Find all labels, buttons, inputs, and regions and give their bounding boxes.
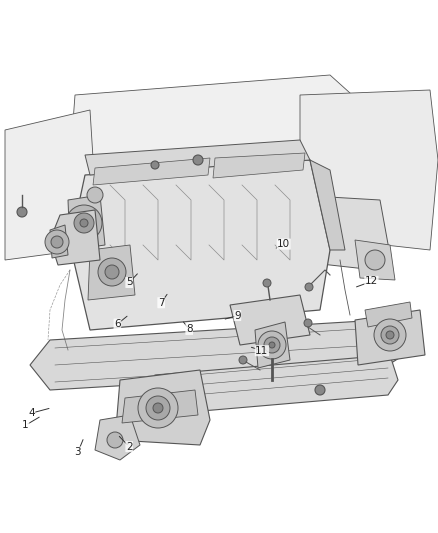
- Circle shape: [74, 213, 94, 233]
- Circle shape: [80, 219, 88, 227]
- Polygon shape: [93, 158, 210, 185]
- Text: 7: 7: [158, 298, 165, 308]
- Text: 6: 6: [114, 319, 121, 329]
- Circle shape: [66, 205, 102, 241]
- Circle shape: [193, 155, 203, 165]
- Polygon shape: [88, 245, 135, 300]
- Polygon shape: [68, 195, 105, 250]
- Circle shape: [87, 187, 103, 203]
- Polygon shape: [122, 390, 198, 423]
- Polygon shape: [5, 110, 95, 260]
- Circle shape: [263, 279, 271, 287]
- Polygon shape: [95, 415, 140, 460]
- Polygon shape: [140, 355, 398, 415]
- Polygon shape: [310, 160, 345, 250]
- Text: 11: 11: [255, 346, 268, 356]
- Circle shape: [264, 337, 280, 353]
- Polygon shape: [65, 75, 380, 230]
- Circle shape: [146, 396, 170, 420]
- Polygon shape: [85, 140, 310, 175]
- Circle shape: [305, 283, 313, 291]
- Circle shape: [98, 258, 126, 286]
- Polygon shape: [50, 225, 68, 258]
- Circle shape: [304, 319, 312, 327]
- Text: 12: 12: [365, 277, 378, 286]
- Circle shape: [138, 388, 178, 428]
- Circle shape: [381, 326, 399, 344]
- Polygon shape: [300, 90, 438, 250]
- Circle shape: [45, 230, 69, 254]
- Circle shape: [17, 207, 27, 217]
- Polygon shape: [365, 302, 412, 327]
- Text: 8: 8: [186, 325, 193, 334]
- Text: 9: 9: [234, 311, 241, 320]
- Polygon shape: [50, 210, 100, 265]
- Text: 3: 3: [74, 447, 81, 457]
- Circle shape: [269, 342, 275, 348]
- Polygon shape: [230, 295, 310, 345]
- Polygon shape: [355, 240, 395, 280]
- Text: 2: 2: [126, 442, 133, 451]
- Circle shape: [107, 432, 123, 448]
- Circle shape: [105, 265, 119, 279]
- Circle shape: [153, 403, 163, 413]
- Circle shape: [365, 250, 385, 270]
- Circle shape: [151, 161, 159, 169]
- Polygon shape: [70, 160, 330, 330]
- Text: 5: 5: [126, 278, 133, 287]
- Circle shape: [315, 385, 325, 395]
- Circle shape: [374, 319, 406, 351]
- Polygon shape: [355, 310, 425, 365]
- Circle shape: [258, 331, 286, 359]
- Polygon shape: [30, 320, 420, 390]
- Text: 10: 10: [277, 239, 290, 249]
- Polygon shape: [255, 322, 290, 368]
- Circle shape: [386, 331, 394, 339]
- Circle shape: [51, 236, 63, 248]
- Text: 4: 4: [28, 408, 35, 418]
- Text: 1: 1: [22, 421, 29, 430]
- Circle shape: [239, 356, 247, 364]
- Polygon shape: [213, 153, 305, 178]
- Polygon shape: [115, 370, 210, 445]
- Polygon shape: [285, 195, 390, 270]
